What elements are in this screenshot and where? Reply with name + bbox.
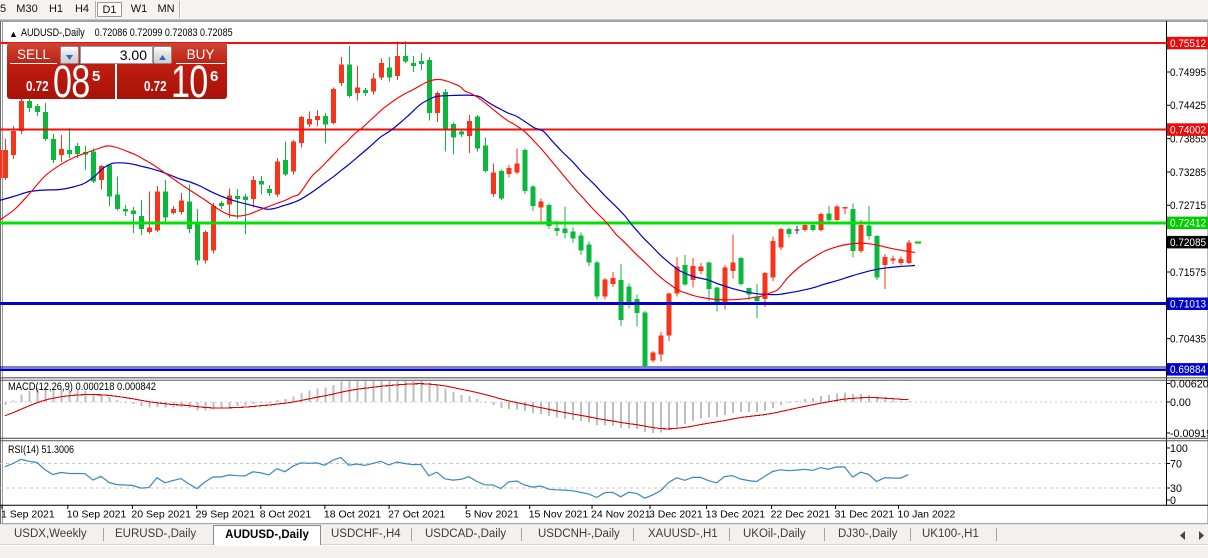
svg-text:0.71575: 0.71575 (1170, 267, 1206, 279)
svg-text:MACD(12,26,9) 0.000218 0.00084: MACD(12,26,9) 0.000218 0.000842 (8, 381, 156, 393)
svg-text:13 Dec 2021: 13 Dec 2021 (706, 509, 766, 521)
svg-text:0.006201: 0.006201 (1170, 378, 1208, 390)
svg-text:70: 70 (1170, 458, 1182, 470)
svg-text:0.74002: 0.74002 (1170, 124, 1206, 136)
svg-text:29 Sep 2021: 29 Sep 2021 (196, 509, 256, 521)
svg-text:15 Nov 2021: 15 Nov 2021 (529, 509, 589, 521)
svg-text:0.00: 0.00 (1170, 397, 1191, 409)
svg-text:3 Dec 2021: 3 Dec 2021 (649, 509, 703, 521)
svg-text:100: 100 (1170, 443, 1188, 455)
svg-text:31 Dec 2021: 31 Dec 2021 (835, 509, 895, 521)
svg-text:0: 0 (1170, 495, 1176, 507)
svg-text:24 Nov 2021: 24 Nov 2021 (591, 509, 651, 521)
svg-text:22 Dec 2021: 22 Dec 2021 (771, 509, 831, 521)
svg-text:0.72412: 0.72412 (1170, 218, 1206, 230)
svg-text:8 Oct 2021: 8 Oct 2021 (260, 509, 312, 521)
svg-text:5 Nov 2021: 5 Nov 2021 (465, 509, 519, 521)
svg-text:-0.009197: -0.009197 (1170, 428, 1208, 440)
svg-text:0.74995: 0.74995 (1170, 67, 1206, 79)
svg-text:1 Sep 2021: 1 Sep 2021 (1, 509, 55, 521)
svg-text:30: 30 (1170, 483, 1182, 495)
svg-text:0.69884: 0.69884 (1170, 364, 1206, 376)
svg-text:0.72715: 0.72715 (1170, 200, 1206, 212)
svg-text:0.70435: 0.70435 (1170, 333, 1206, 345)
svg-text:0.74425: 0.74425 (1170, 100, 1206, 112)
svg-text:10 Jan 2022: 10 Jan 2022 (898, 509, 956, 521)
svg-text:0.73285: 0.73285 (1170, 167, 1206, 179)
svg-text:0.72085: 0.72085 (1170, 237, 1206, 249)
svg-text:0.71013: 0.71013 (1170, 299, 1206, 311)
svg-text:18 Oct 2021: 18 Oct 2021 (324, 509, 381, 521)
svg-text:0.73855: 0.73855 (1170, 133, 1206, 145)
svg-text:27 Oct 2021: 27 Oct 2021 (388, 509, 445, 521)
svg-text:RSI(14) 51.3006: RSI(14) 51.3006 (8, 444, 74, 456)
svg-text:20 Sep 2021: 20 Sep 2021 (131, 509, 191, 521)
svg-text:10 Sep 2021: 10 Sep 2021 (67, 509, 127, 521)
svg-text:0.75512: 0.75512 (1170, 38, 1206, 50)
